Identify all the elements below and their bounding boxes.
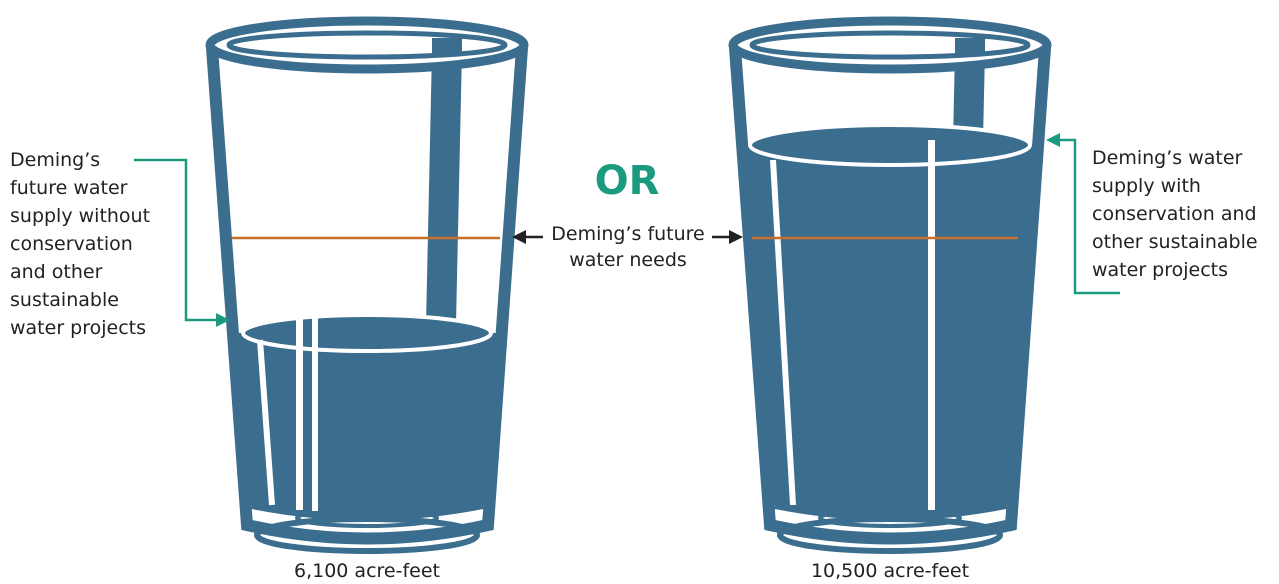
label-line: supply without bbox=[10, 205, 150, 227]
left-glass-label: 6,100 acre-feet bbox=[294, 560, 440, 582]
label-line: water projects bbox=[1092, 259, 1228, 281]
right-glass-label: 10,500 acre-feet bbox=[811, 560, 969, 582]
label-line: conservation and bbox=[1092, 203, 1257, 225]
label-line: supply with bbox=[1092, 175, 1201, 197]
label-line: water projects bbox=[10, 317, 146, 339]
label-line: Deming’s water bbox=[1092, 147, 1243, 169]
label-line: sustainable bbox=[10, 289, 119, 311]
right-glass bbox=[733, 21, 1047, 551]
label-line: future water bbox=[10, 177, 128, 199]
label-line: and other bbox=[10, 261, 103, 283]
separator: OR bbox=[595, 158, 660, 204]
left-glass bbox=[210, 21, 524, 551]
needs-label: water needs bbox=[569, 249, 687, 271]
needs-label: Deming’s future bbox=[551, 223, 705, 245]
right-label: Deming’s water supply with conservation … bbox=[1092, 147, 1258, 281]
label-line: Deming’s bbox=[10, 149, 100, 171]
left-connector bbox=[134, 160, 230, 327]
infographic: Deming’s future water supply without con… bbox=[0, 0, 1279, 584]
left-label: Deming’s future water supply without con… bbox=[10, 149, 150, 339]
label-line: conservation bbox=[10, 233, 133, 255]
label-line: other sustainable bbox=[1092, 231, 1258, 253]
